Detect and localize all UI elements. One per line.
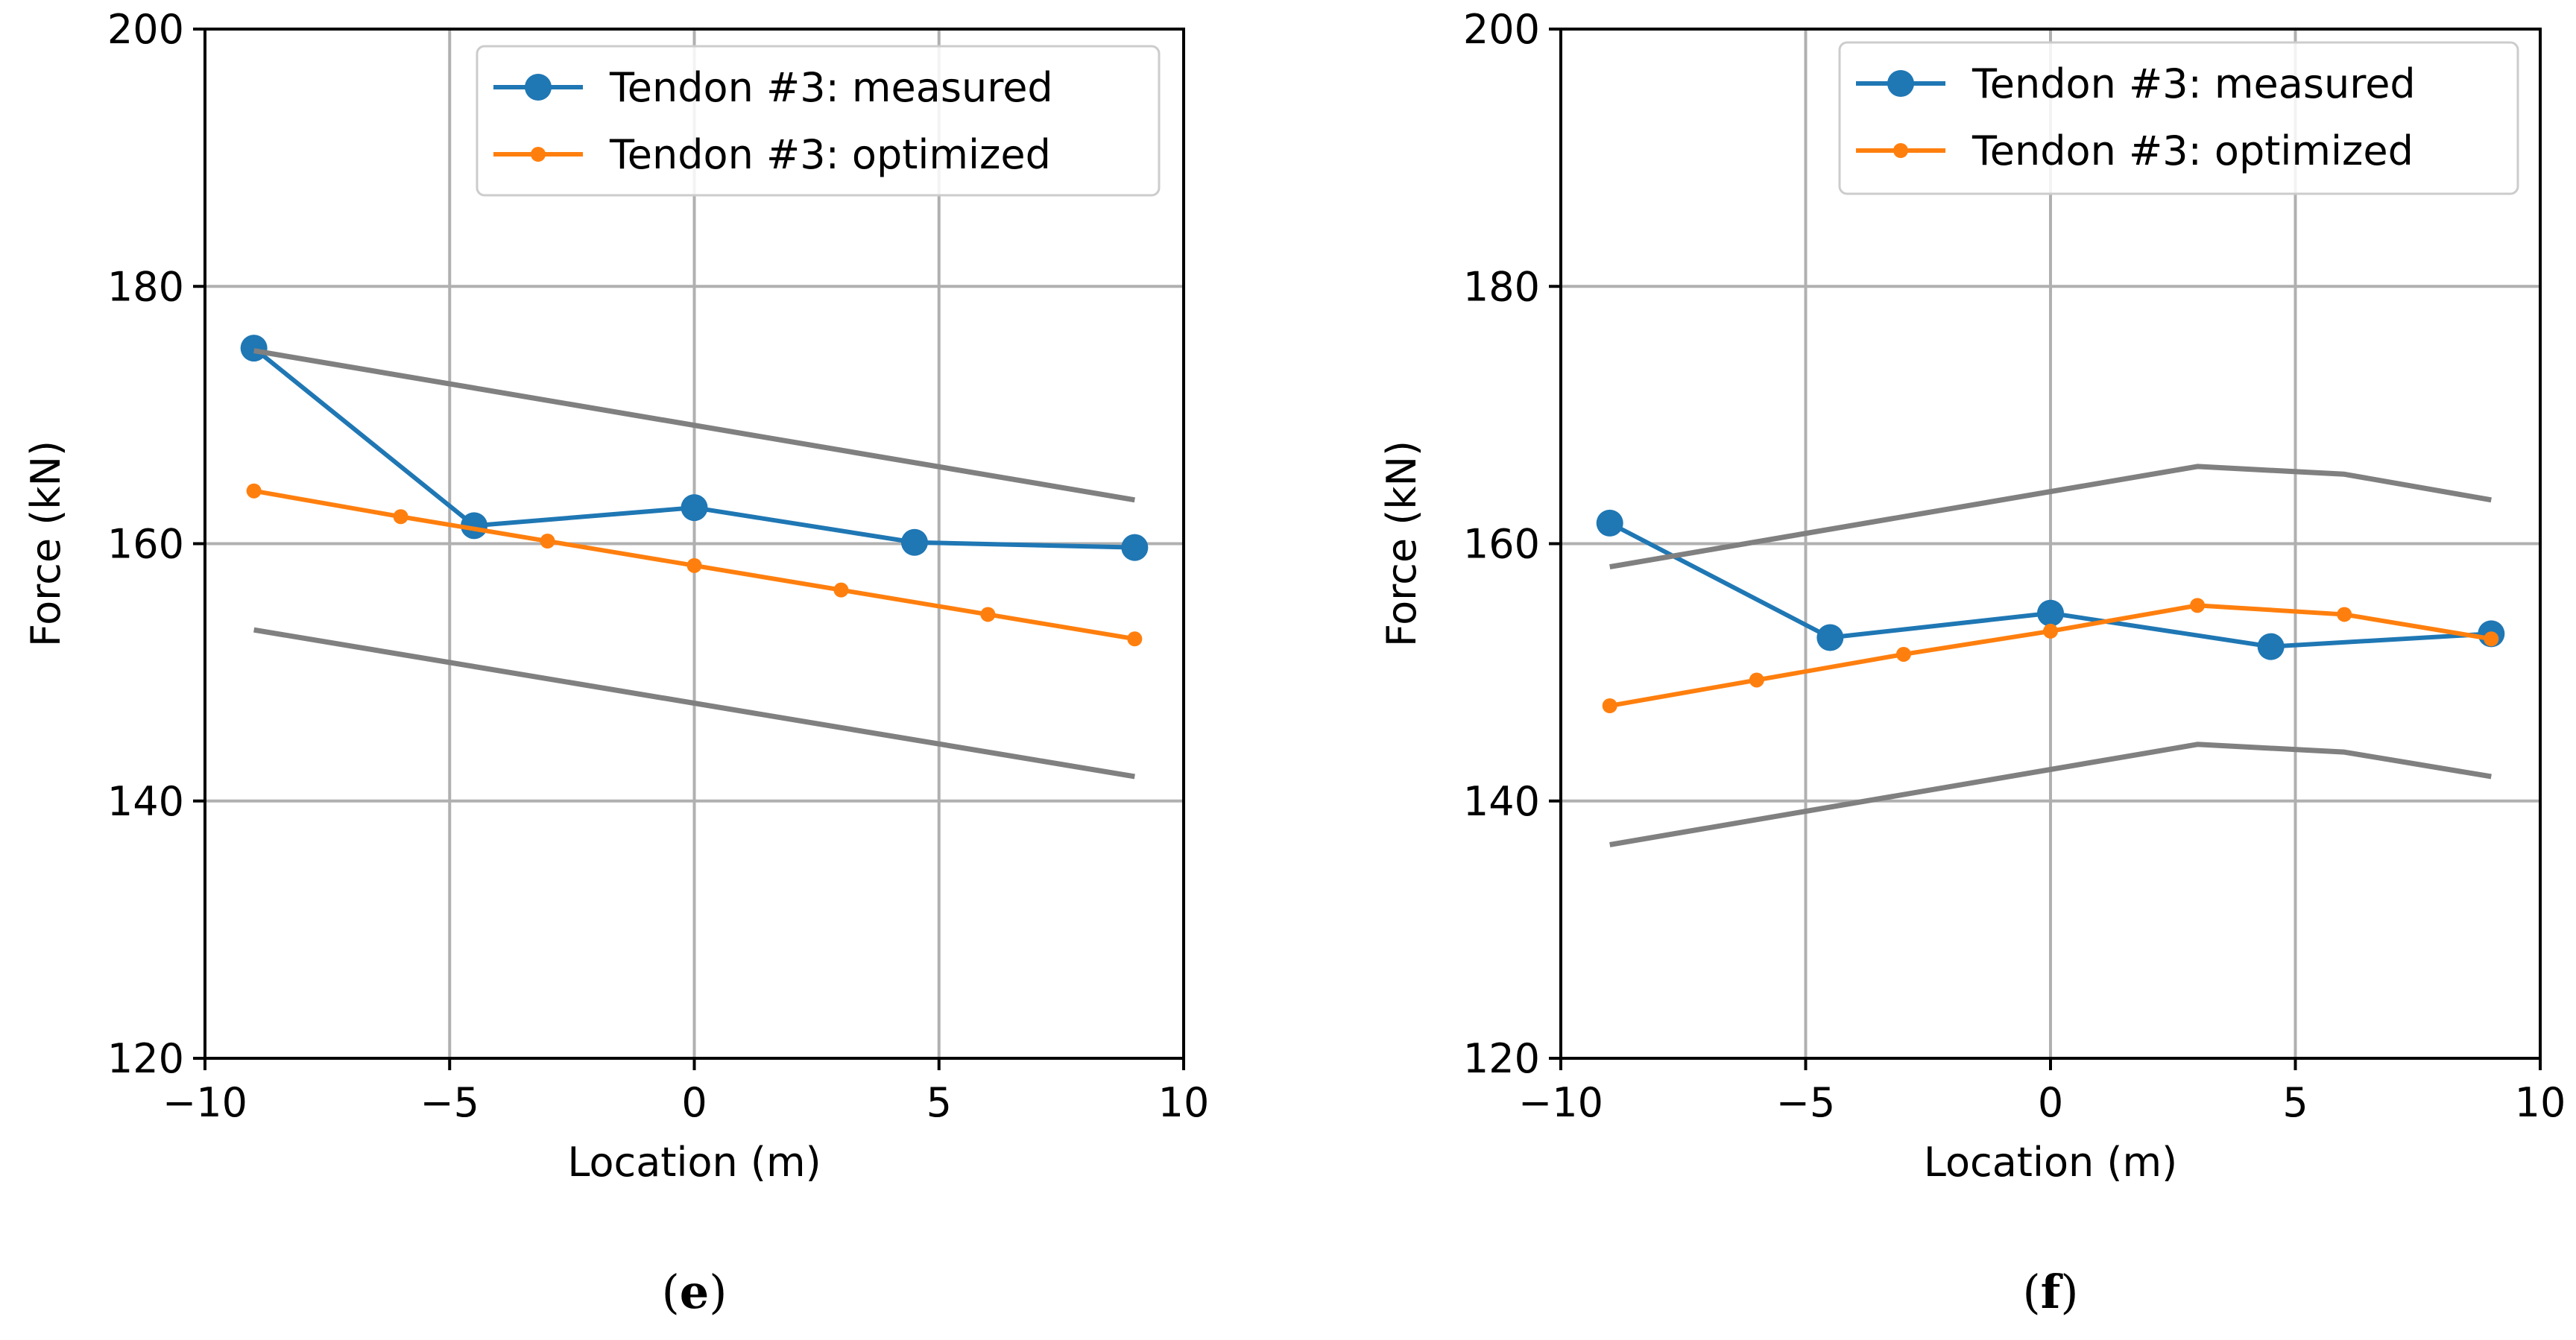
x-axis-title: Location (m) — [1924, 1139, 2177, 1186]
panel-e: −10 −5 0 5 10 120 140 160 180 200 Location (m) Forc… — [22, 6, 1209, 1319]
series-line-upper-bound — [1609, 464, 2492, 570]
x-tick-label: 10 — [1158, 1079, 1210, 1126]
data-point-optimized — [2190, 598, 2206, 613]
data-point-optimized — [686, 557, 702, 573]
x-tick-label: −5 — [420, 1079, 479, 1126]
data-point-measured — [1816, 624, 1844, 651]
data-point-optimized — [2337, 607, 2352, 622]
series-line-lower-bound — [253, 627, 1135, 780]
y-tick-label: 200 — [1463, 6, 1540, 53]
x-tick-label: −5 — [1776, 1079, 1836, 1126]
y-tick-label: 140 — [1463, 778, 1540, 825]
panel-f: −10 −5 0 5 10 120 140 160 180 200 Location (m) Forc… — [1378, 6, 2566, 1319]
data-point-optimized — [833, 582, 849, 598]
data-point-optimized — [393, 509, 408, 525]
legend-label-measured: Tendon #3: measured — [1972, 60, 2416, 107]
legend-marker-measured — [1887, 70, 1914, 97]
panel-label: (e) — [662, 1265, 727, 1319]
panel-label: (f) — [2022, 1265, 2078, 1319]
y-tick-label: 200 — [107, 6, 184, 53]
x-tick-label: 0 — [2038, 1079, 2063, 1126]
legend-marker-optimized — [531, 147, 546, 162]
y-tick-label: 160 — [1463, 521, 1540, 568]
data-point-measured — [461, 512, 488, 540]
legend-label-measured: Tendon #3: measured — [609, 64, 1053, 111]
x-tick-label: 5 — [2282, 1079, 2308, 1126]
data-point-measured — [1596, 509, 1623, 537]
data-point-measured — [240, 335, 268, 362]
x-axis-title: Location (m) — [567, 1139, 821, 1186]
data-point-measured — [2037, 599, 2064, 627]
data-point-optimized — [540, 534, 555, 549]
data-point-measured — [900, 528, 928, 556]
legend-marker-measured — [525, 74, 552, 101]
data-point-optimized — [980, 607, 996, 622]
y-tick-label: 120 — [1463, 1035, 1540, 1082]
data-point-measured — [1121, 534, 1149, 561]
legend-label-optimized: Tendon #3: optimized — [1972, 127, 2414, 174]
x-tick-label: −10 — [162, 1079, 247, 1126]
data-point-optimized — [1895, 646, 1911, 662]
series-line-upper-bound — [253, 348, 1135, 503]
data-point-optimized — [1749, 672, 1764, 688]
y-tick-label: 180 — [107, 263, 184, 310]
y-tick-label: 120 — [107, 1035, 184, 1082]
legend-marker-optimized — [1893, 143, 1908, 158]
y-tick-label: 140 — [107, 778, 184, 825]
x-tick-label: 0 — [681, 1079, 707, 1126]
y-tick-label: 180 — [1463, 263, 1540, 310]
x-tick-label: 5 — [926, 1079, 952, 1126]
data-point-optimized — [1127, 631, 1143, 647]
data-point-optimized — [246, 483, 262, 499]
y-tick-label: 160 — [107, 521, 184, 568]
legend-label-optimized: Tendon #3: optimized — [609, 131, 1051, 178]
panel-letter: f — [2041, 1265, 2063, 1319]
data-point-measured — [681, 494, 708, 522]
panel-letter: e — [680, 1265, 709, 1319]
data-point-optimized — [1602, 698, 1617, 714]
x-tick-label: 10 — [2515, 1079, 2566, 1126]
data-point-measured — [2257, 633, 2285, 660]
legend-box — [1838, 41, 2519, 195]
series-line-lower-bound — [1609, 742, 2492, 847]
x-tick-label: −10 — [1518, 1079, 1603, 1126]
legend-box — [476, 45, 1161, 197]
data-point-optimized — [2043, 623, 2058, 639]
y-axis-title: Force (kN) — [1378, 440, 1425, 647]
data-point-optimized — [2484, 631, 2499, 647]
y-axis-title: Force (kN) — [22, 440, 69, 647]
